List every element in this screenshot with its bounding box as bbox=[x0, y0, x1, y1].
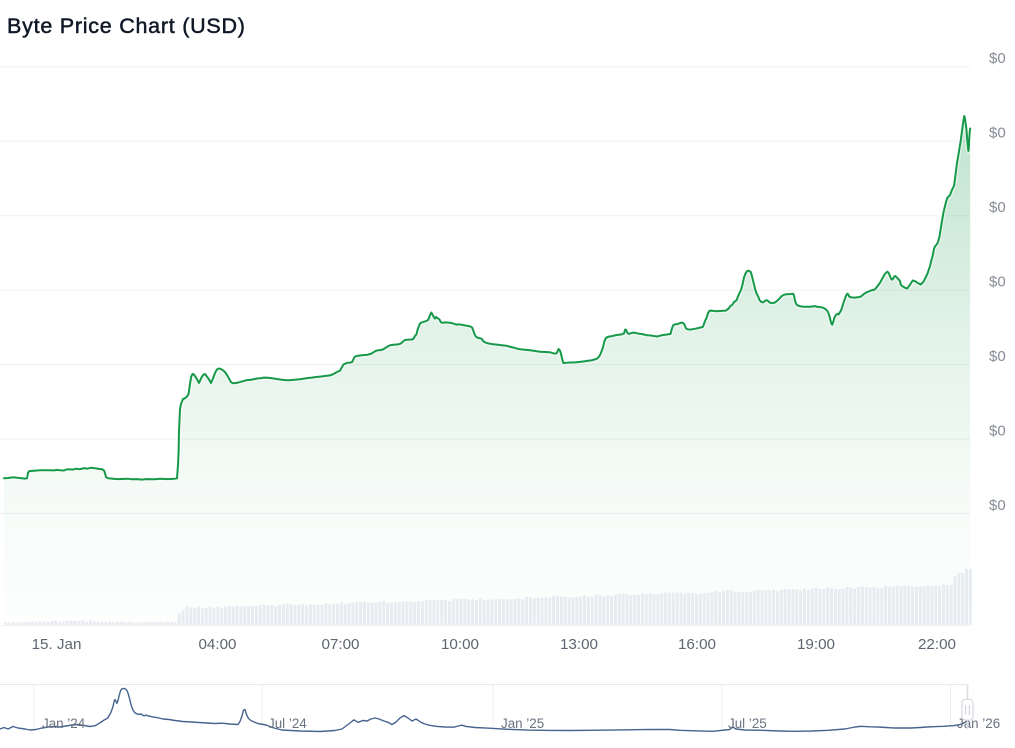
svg-text:19:00: 19:00 bbox=[797, 636, 835, 653]
svg-text:22:00: 22:00 bbox=[918, 636, 956, 653]
svg-text:10:00: 10:00 bbox=[441, 636, 479, 653]
svg-text:$0: $0 bbox=[989, 348, 1006, 365]
svg-text:$0: $0 bbox=[989, 199, 1006, 216]
svg-text:Jul ’24: Jul ’24 bbox=[268, 716, 307, 731]
svg-text:$0: $0 bbox=[989, 50, 1006, 67]
svg-text:$0: $0 bbox=[989, 422, 1006, 439]
svg-text:04:00: 04:00 bbox=[198, 636, 236, 653]
svg-text:Jul ’25: Jul ’25 bbox=[728, 716, 767, 731]
svg-text:16:00: 16:00 bbox=[678, 636, 716, 653]
svg-text:Jan ’24: Jan ’24 bbox=[42, 716, 86, 731]
svg-text:Jan ’25: Jan ’25 bbox=[501, 716, 544, 731]
svg-text:$0: $0 bbox=[989, 125, 1006, 142]
svg-text:07:00: 07:00 bbox=[321, 636, 359, 653]
svg-text:$0: $0 bbox=[989, 274, 1006, 291]
svg-text:15. Jan: 15. Jan bbox=[32, 636, 82, 653]
svg-text:$0: $0 bbox=[989, 497, 1006, 514]
svg-text:13:00: 13:00 bbox=[560, 636, 598, 653]
